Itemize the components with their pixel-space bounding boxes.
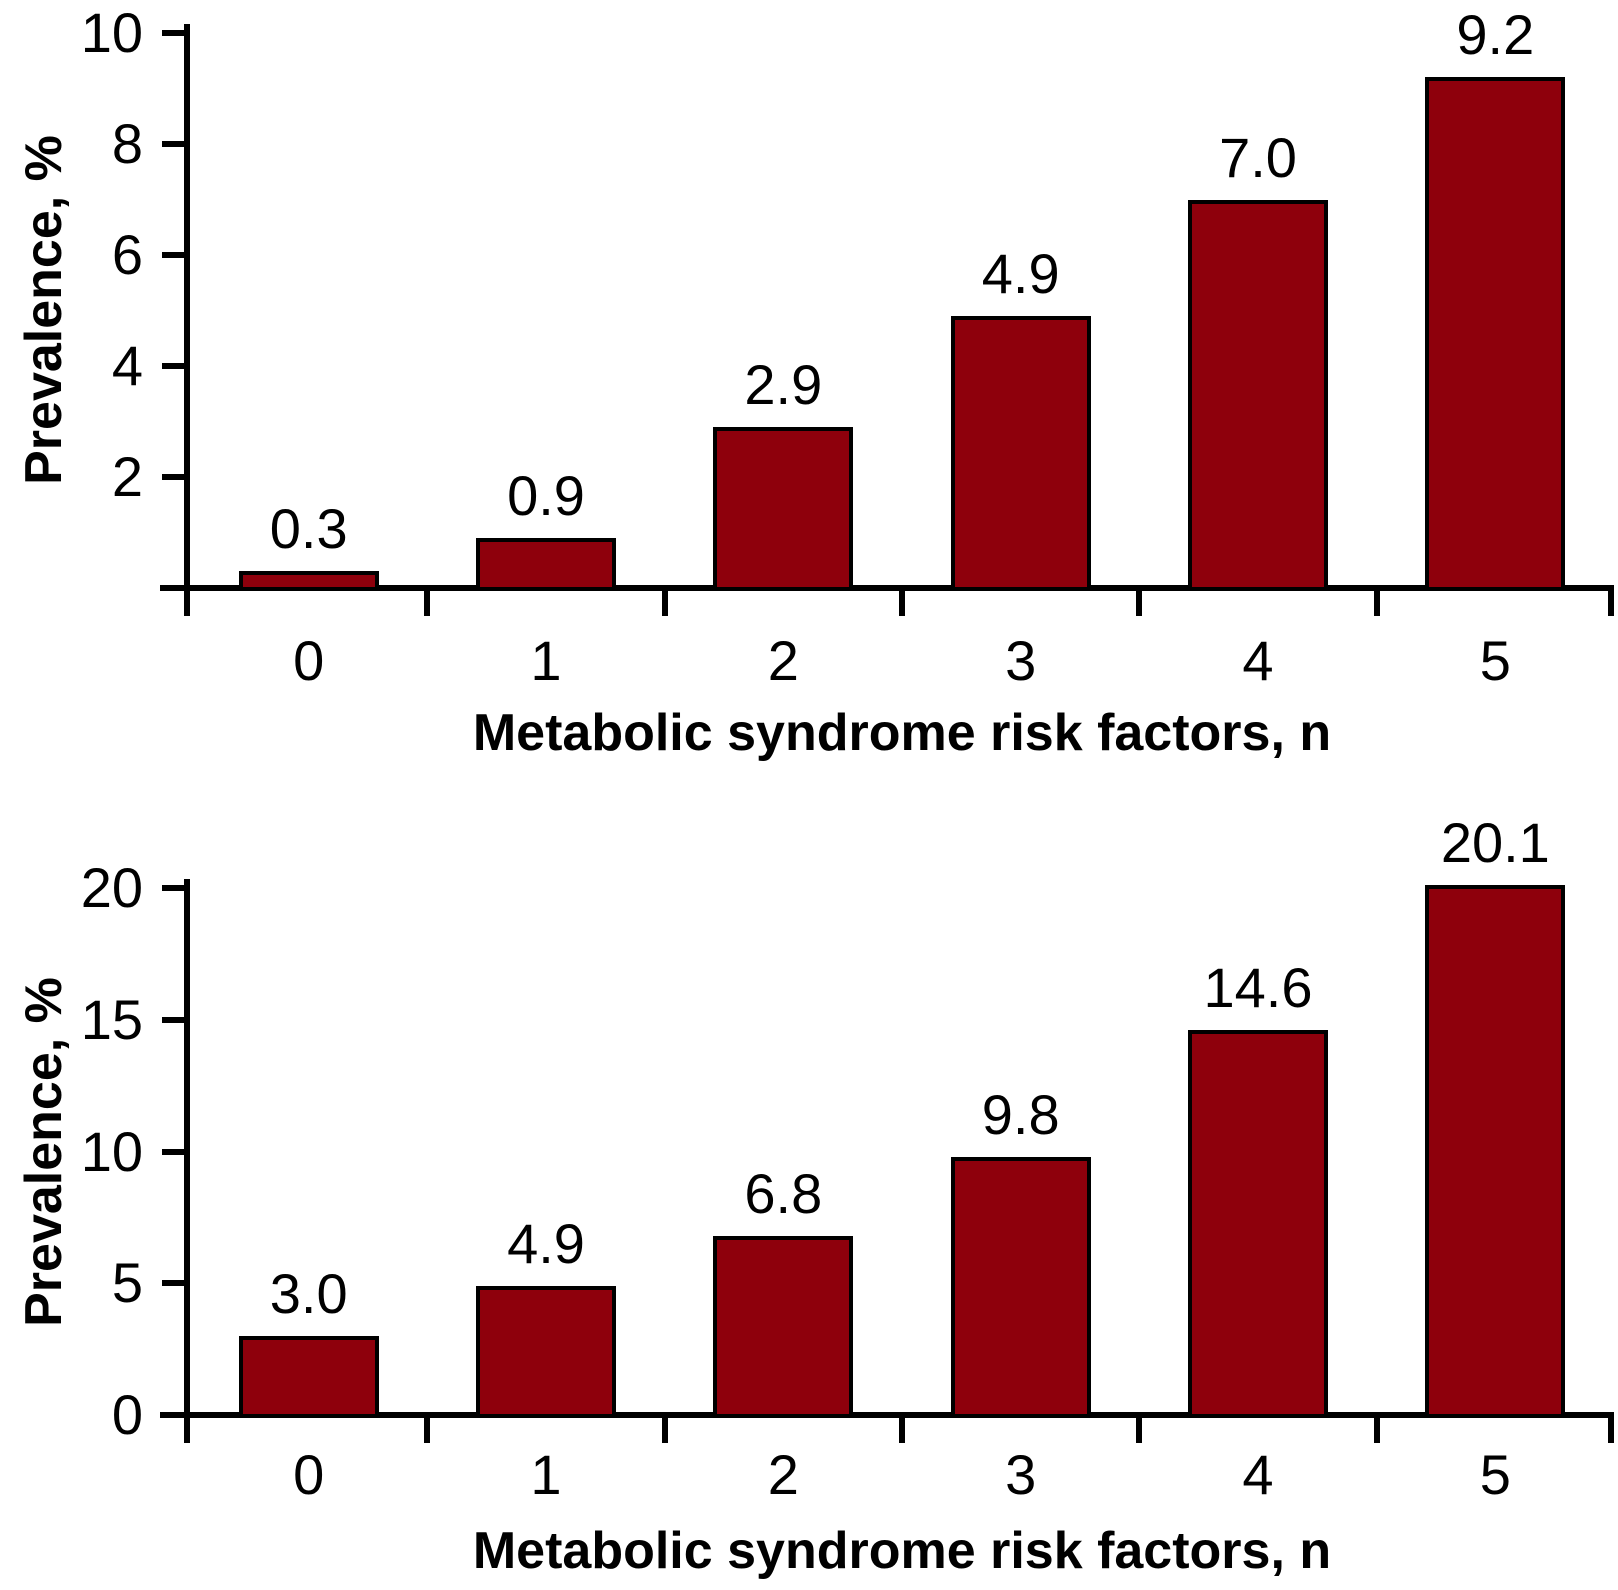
bar [476,1285,616,1418]
y-tick-label: 4 [111,334,143,397]
y-tick-label: 8 [111,112,143,175]
x-category-label: 4 [1242,629,1274,692]
x-tick [424,1415,431,1443]
bar-value-label: 9.2 [1456,3,1535,67]
bar [1188,1030,1328,1418]
y-tick [162,252,190,258]
x-category-label: 5 [1479,629,1511,692]
x-tick [661,588,668,616]
bar-value-label: 0.9 [507,464,585,528]
bar [1425,885,1566,1418]
x-tick [1373,588,1380,616]
bar-value-label: 7.0 [1219,125,1297,189]
bar [238,1335,379,1418]
bar [238,571,379,591]
y-tick-label: 5 [111,1251,143,1315]
x-axis-line [160,585,1614,591]
bar [1425,77,1566,591]
y-tick-label: 15 [80,987,143,1051]
y-tick [162,141,190,147]
bar-value-label: 20.1 [1440,811,1550,875]
x-category-label: 1 [530,629,562,692]
y-axis-line [184,24,190,616]
y-tick [162,1412,190,1418]
bar-value-label: 4.9 [981,242,1060,306]
x-tick [1608,588,1614,616]
bar [1188,199,1328,591]
x-category-label: 5 [1479,1443,1511,1506]
x-category-label: 1 [530,1443,562,1506]
bar-value-label: 9.8 [981,1082,1060,1146]
y-axis-line [184,879,190,1443]
y-tick-label: 2 [111,445,143,508]
bar [950,316,1091,591]
y-tick [162,30,190,36]
y-tick [162,474,190,480]
bar-value-label: 6.8 [744,1161,823,1225]
bar-value-label: 3.0 [269,1261,348,1325]
x-tick [899,1415,905,1443]
y-tick [162,363,190,369]
x-category-label: 3 [1005,629,1037,692]
y-tick [162,1016,190,1023]
x-category-label: 3 [1005,1443,1037,1506]
x-axis-title: Metabolic syndrome risk factors, n [472,1522,1332,1580]
y-tick-label: 10 [80,1,143,64]
x-tick [1136,588,1143,616]
x-category-label: 2 [767,1443,799,1506]
bar [713,427,854,591]
bar [950,1156,1091,1418]
y-tick-label: 6 [111,223,143,286]
x-tick [899,588,905,616]
bar [476,538,616,591]
x-category-label: 0 [293,1443,325,1506]
y-tick-label: 20 [80,856,143,919]
bar-value-label: 2.9 [744,353,823,417]
x-tick [1136,1415,1143,1443]
x-category-label: 4 [1242,1443,1274,1506]
bar-value-label: 14.6 [1203,956,1313,1020]
bar-value-label: 4.9 [507,1211,585,1275]
x-axis-title: Metabolic syndrome risk factors, n [472,704,1332,762]
y-tick [162,885,190,891]
x-tick [1373,1415,1380,1443]
y-tick-label: 10 [80,1119,143,1183]
bar-value-label: 0.3 [269,497,348,561]
bar [713,1235,854,1418]
x-category-label: 0 [293,629,325,692]
x-tick [661,1415,668,1443]
x-axis-line [160,1412,1614,1418]
y-tick [162,585,190,591]
y-tick [162,1280,190,1287]
y-tick [162,1148,190,1155]
y-tick-label: 0 [111,1383,143,1446]
x-tick [1608,1415,1614,1443]
x-tick [424,588,431,616]
x-category-label: 2 [767,629,799,692]
